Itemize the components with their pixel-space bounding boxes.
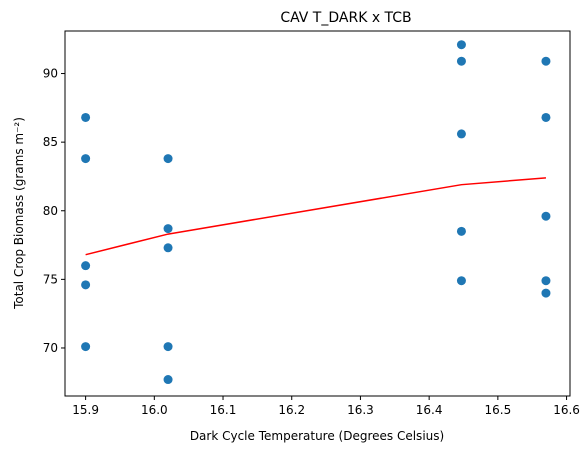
y-tick-label: 70 — [43, 341, 58, 355]
data-point — [541, 211, 551, 221]
data-point — [163, 342, 173, 352]
data-point — [163, 224, 173, 234]
y-tick-label: 85 — [43, 135, 58, 149]
data-point — [81, 261, 91, 271]
plot-frame — [64, 30, 571, 397]
data-point — [163, 375, 173, 385]
data-point — [163, 154, 173, 164]
fit-line — [85, 177, 547, 256]
data-point — [456, 226, 466, 236]
x-tick-label: 16.3 — [347, 403, 374, 417]
x-tick-label: 15.9 — [72, 403, 99, 417]
y-tick-label: 75 — [43, 272, 58, 286]
chart-title: CAV T_DARK x TCB — [280, 10, 411, 26]
y-axis-label: Total Crop Biomass (grams m⁻²) — [12, 117, 26, 310]
data-point — [456, 40, 466, 50]
x-tick-label: 16.6 — [553, 403, 580, 417]
x-tick-label: 16.4 — [416, 403, 443, 417]
data-point — [81, 280, 91, 290]
data-point — [541, 276, 551, 286]
x-tick-label: 16.2 — [278, 403, 305, 417]
data-point — [81, 342, 91, 352]
plot-area — [81, 40, 551, 385]
x-axis-label: Dark Cycle Temperature (Degrees Celsius) — [190, 429, 444, 443]
data-point — [456, 129, 466, 139]
data-point — [163, 243, 173, 253]
y-axis: 70 75 80 85 90 — [43, 67, 65, 355]
data-point — [81, 112, 91, 122]
data-point — [81, 154, 91, 164]
y-tick-label: 80 — [43, 204, 58, 218]
y-tick-label: 90 — [43, 67, 58, 81]
data-point — [456, 276, 466, 286]
data-point — [456, 56, 466, 66]
x-axis: 15.9 16.0 16.1 16.2 16.3 16.4 16.5 16.6 — [72, 396, 580, 417]
data-point — [541, 288, 551, 298]
x-tick-label: 16.0 — [141, 403, 168, 417]
data-point — [541, 112, 551, 122]
x-tick-label: 16.5 — [484, 403, 511, 417]
data-point — [541, 56, 551, 66]
x-tick-label: 16.1 — [210, 403, 237, 417]
